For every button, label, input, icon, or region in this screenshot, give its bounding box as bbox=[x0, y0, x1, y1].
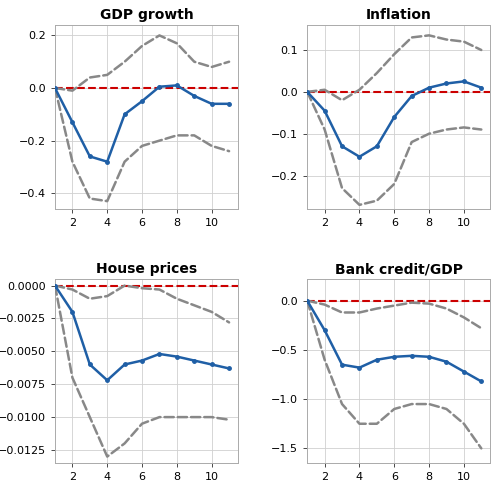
Title: GDP growth: GDP growth bbox=[100, 8, 194, 22]
Title: House prices: House prices bbox=[96, 262, 197, 276]
Title: Bank credit/GDP: Bank credit/GDP bbox=[334, 262, 462, 276]
Title: Inflation: Inflation bbox=[366, 8, 432, 22]
